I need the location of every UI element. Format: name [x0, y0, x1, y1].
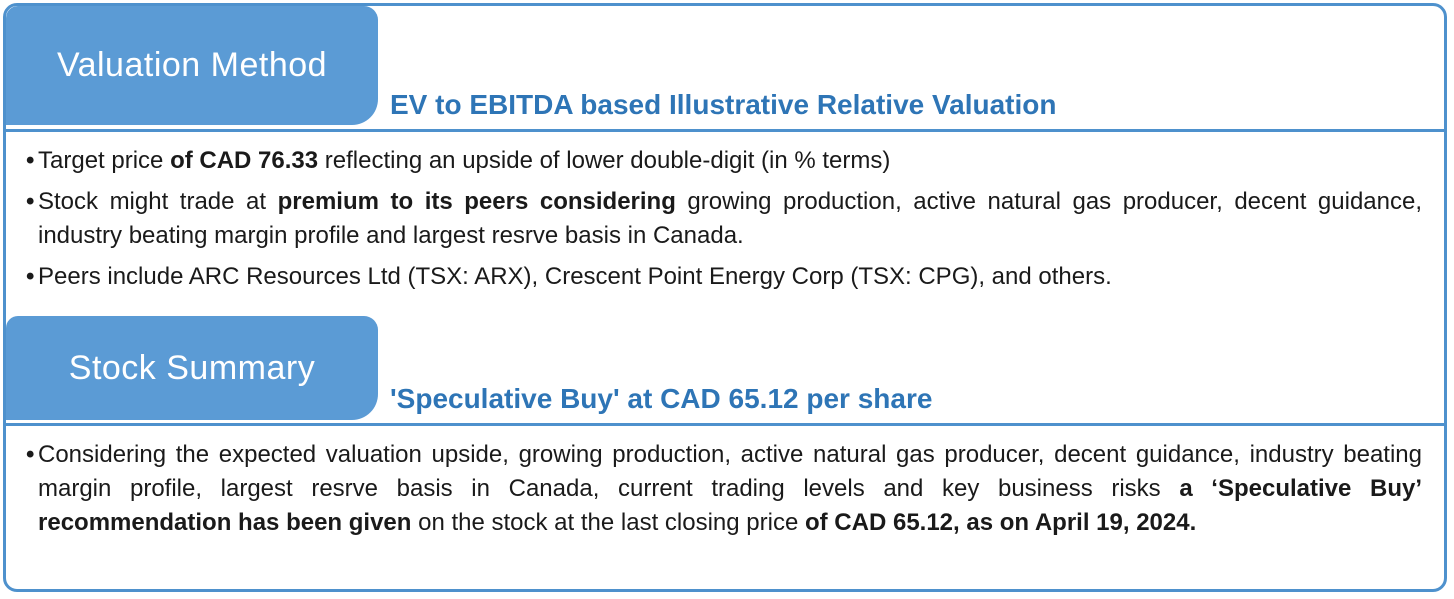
valuation-method-tab-label: Valuation Method [56, 46, 328, 84]
valuation-method-subtitle: EV to EBITDA based Illustrative Relative… [390, 89, 1057, 120]
bullet-item: • Target price of CAD 76.33 reflecting an… [26, 144, 1422, 178]
stock-summary-header: Stock Summary 'Speculative Buy' at CAD 6… [6, 316, 1444, 426]
bullet-item: • Peers include ARC Resources Ltd (TSX: A… [26, 260, 1422, 294]
bullet-text: Peers include ARC Resources Ltd (TSX: AR… [38, 263, 1112, 290]
stock-summary-subtitle: 'Speculative Buy' at CAD 65.12 per share [390, 383, 933, 414]
bullet-icon: • [26, 147, 35, 174]
stock-summary-bullet-list: • Considering the expected valuation upsi… [6, 426, 1444, 562]
valuation-method-header: Valuation Method EV to EBITDA based Illu… [6, 6, 1444, 132]
bullet-text: Target price of CAD 76.33 reflecting an … [38, 147, 891, 174]
bullet-item: • Stock might trade at premium to its pee… [26, 185, 1422, 253]
bullet-item: • Considering the expected valuation upsi… [26, 438, 1422, 540]
bullet-text: Considering the expected valuation upsid… [38, 441, 1422, 536]
bullet-icon: • [26, 188, 35, 215]
stock-summary-tab-label: Stock Summary [68, 348, 316, 387]
bullet-text: Stock might trade at premium to its peer… [38, 188, 1423, 249]
valuation-bullet-list: • Target price of CAD 76.33 reflecting an… [6, 132, 1444, 316]
stock-summary-tab: Stock Summary [6, 316, 378, 420]
document-frame: Valuation Method EV to EBITDA based Illu… [3, 3, 1447, 592]
bullet-icon: • [26, 263, 35, 290]
bullet-icon: • [26, 441, 35, 468]
valuation-method-tab: Valuation Method [6, 6, 378, 125]
